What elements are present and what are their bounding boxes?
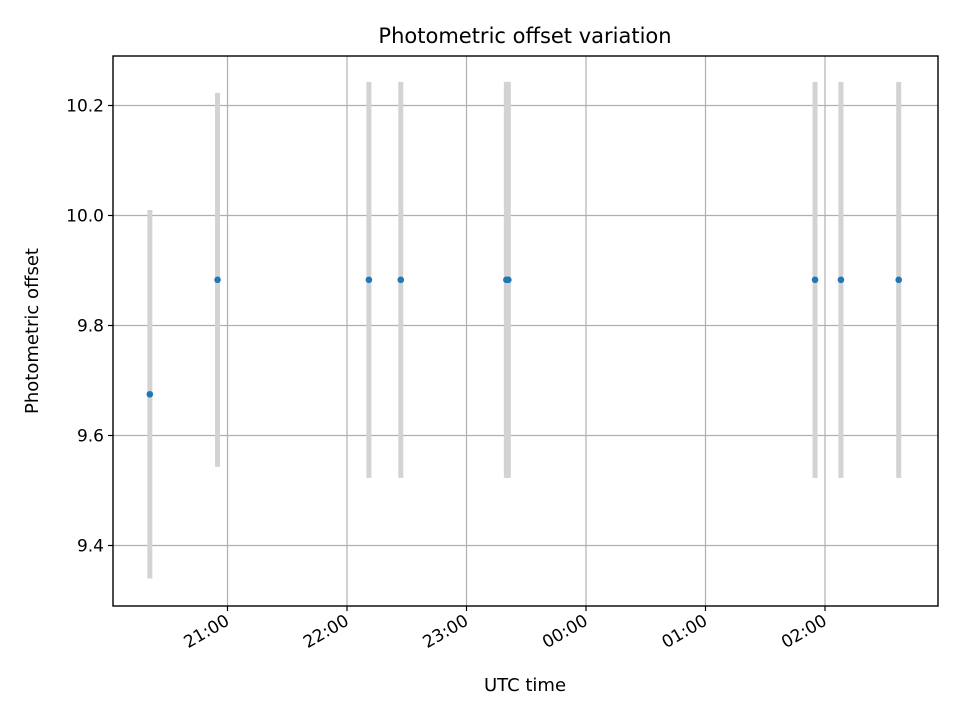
data-point xyxy=(505,276,512,284)
y-tick-label: 9.8 xyxy=(77,317,104,337)
y-ticks: 9.4 9.6 9.8 10.0 10.2 xyxy=(66,97,113,557)
data-point xyxy=(214,276,221,284)
y-tick-label: 9.6 xyxy=(77,427,104,447)
data-point xyxy=(895,276,902,284)
data-point xyxy=(365,276,373,284)
y-tick-label: 10.2 xyxy=(66,97,104,117)
y-axis-title: Photometric offset xyxy=(22,248,43,414)
plot-frame xyxy=(112,55,939,607)
data-point xyxy=(811,276,819,284)
y-tick-label: 10.0 xyxy=(66,207,104,227)
chart-title: Photometric offset variation xyxy=(378,24,671,48)
grid xyxy=(113,56,938,606)
data-points xyxy=(146,276,902,398)
data-point xyxy=(146,390,154,398)
y-tick-label: 9.4 xyxy=(77,537,104,557)
data-point xyxy=(397,276,405,284)
x-axis-title: UTC time xyxy=(484,675,566,696)
data-point xyxy=(837,276,845,284)
